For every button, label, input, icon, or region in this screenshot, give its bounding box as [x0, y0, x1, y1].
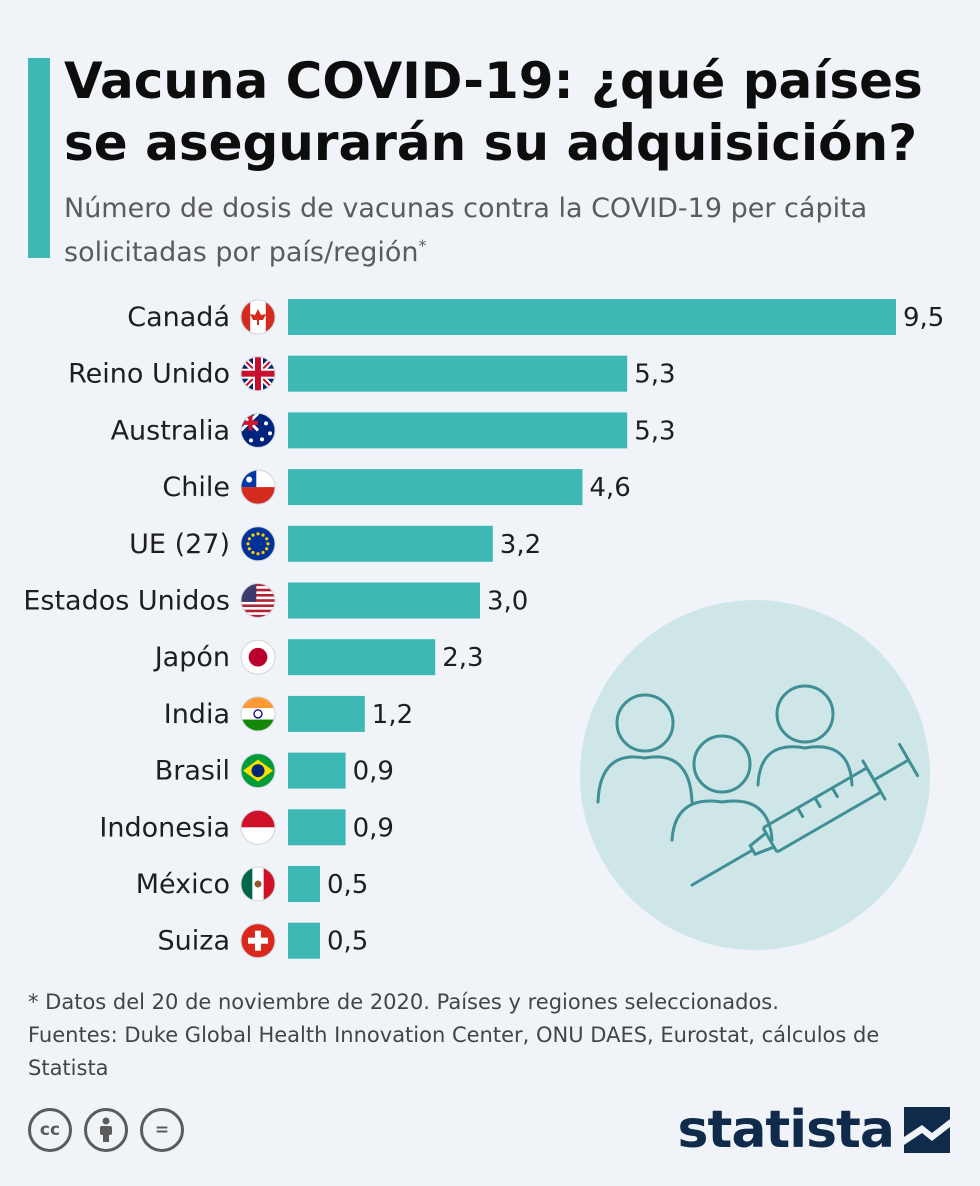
uk-flag-icon	[240, 356, 276, 392]
brazil-flag-icon	[240, 753, 276, 789]
brand-name: statista	[677, 1100, 895, 1160]
category-label: Chile	[162, 472, 230, 503]
category-label: Estados Unidos	[23, 586, 230, 617]
person-center-head-icon	[692, 734, 752, 794]
bar-row: Reino Unido 5,3	[68, 355, 676, 392]
bar	[288, 355, 628, 392]
mexico-flag-icon	[240, 866, 276, 902]
value-label: 0,5	[327, 927, 368, 957]
value-label: 0,9	[353, 757, 394, 787]
bar-row: Canadá 9,5	[127, 299, 944, 335]
india-flag-icon	[240, 696, 276, 732]
category-label: Suiza	[158, 926, 230, 957]
bar	[288, 866, 320, 902]
category-label: Japón	[153, 642, 230, 673]
person-center-body-icon	[670, 799, 774, 842]
value-label: 5,3	[634, 360, 675, 390]
bar-row: India 1,2	[164, 695, 413, 732]
statista-logo-icon	[904, 1107, 950, 1153]
category-label: Reino Unido	[68, 359, 230, 390]
bar	[288, 809, 346, 846]
vaccine-illustration	[580, 600, 930, 950]
bar-row: Brasil 0,9	[155, 752, 394, 789]
value-label: 9,5	[903, 303, 944, 333]
bar-row: Suiza 0,5	[158, 922, 368, 959]
license-icons: cc =	[28, 1108, 184, 1152]
bar-row: Japón 2,3	[153, 639, 484, 676]
person-right-head-icon	[775, 684, 835, 744]
bar-row: UE (27) 3,2	[129, 525, 541, 562]
value-label: 2,3	[442, 643, 483, 673]
value-label: 3,2	[500, 530, 541, 560]
attribution-icon[interactable]	[84, 1108, 128, 1152]
bar	[288, 299, 896, 335]
australia-flag-icon	[240, 412, 276, 448]
value-label: 1,2	[372, 700, 413, 730]
category-label: México	[136, 869, 230, 900]
attribution-person-glyph	[100, 1117, 112, 1142]
value-label: 4,6	[589, 473, 630, 503]
bar-row: Chile 4,6	[162, 469, 631, 506]
bar	[288, 695, 365, 732]
footnote: * Datos del 20 de noviembre de 2020. Paí…	[28, 990, 779, 1014]
bar-row: México 0,5	[136, 866, 368, 902]
chart-title: Vacuna COVID-19: ¿qué países se asegurar…	[64, 52, 923, 172]
title-accent-bar	[28, 58, 50, 258]
value-label: 0,5	[327, 870, 368, 900]
category-label: India	[164, 699, 230, 730]
indonesia-flag-icon	[240, 809, 276, 845]
bar	[288, 412, 628, 449]
illustration-background	[580, 600, 930, 950]
category-label: Canadá	[127, 302, 230, 333]
bar	[288, 922, 320, 959]
person-left-head-icon	[615, 693, 675, 753]
bar	[288, 582, 480, 619]
subtitle-text: Número de dosis de vacunas contra la COV…	[64, 193, 868, 268]
category-label: Indonesia	[99, 812, 230, 843]
value-label: 5,3	[634, 416, 675, 446]
subtitle-footnote-mark: *	[418, 236, 427, 255]
bar	[288, 469, 583, 506]
eu-flag-icon	[240, 526, 276, 562]
chart-subtitle: Número de dosis de vacunas contra la COV…	[64, 190, 964, 271]
chile-flag-icon	[240, 469, 276, 505]
sources-note: Fuentes: Duke Global Health Innovation C…	[28, 1023, 880, 1080]
cc-icon[interactable]: cc	[28, 1108, 72, 1152]
bar	[288, 639, 436, 676]
bar-row: Indonesia 0,9	[99, 809, 394, 846]
category-label: UE (27)	[129, 529, 230, 560]
switzerland-flag-icon	[240, 923, 276, 959]
no-derivatives-icon[interactable]: =	[140, 1108, 184, 1152]
bar-row: Australia 5,3	[111, 412, 676, 449]
category-label: Brasil	[155, 756, 230, 787]
bar	[288, 525, 493, 562]
value-label: 3,0	[487, 587, 528, 617]
statista-logo[interactable]: statista	[678, 1100, 950, 1160]
japan-flag-icon	[240, 639, 276, 675]
value-label: 0,9	[353, 813, 394, 843]
bar	[288, 752, 346, 789]
syringe-icon	[690, 742, 920, 887]
category-label: Australia	[111, 415, 230, 446]
usa-flag-icon	[240, 583, 276, 618]
canada-flag-icon	[240, 299, 276, 335]
bar-row: Estados Unidos 3,0	[23, 582, 528, 619]
person-left-body-icon	[596, 755, 694, 804]
person-right-body-icon	[756, 745, 854, 787]
